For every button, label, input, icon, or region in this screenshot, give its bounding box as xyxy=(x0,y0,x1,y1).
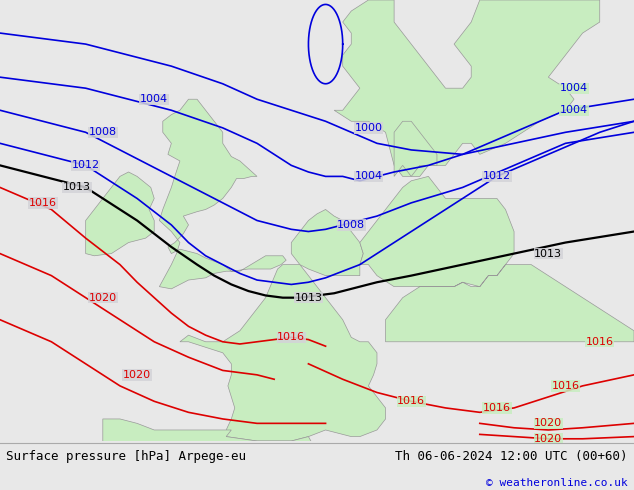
Text: 1016: 1016 xyxy=(483,403,511,413)
Text: 1012: 1012 xyxy=(72,160,100,171)
Text: 1020: 1020 xyxy=(89,293,117,303)
Text: 1013: 1013 xyxy=(294,293,323,303)
Polygon shape xyxy=(291,209,363,275)
Polygon shape xyxy=(94,419,317,490)
Text: 1004: 1004 xyxy=(560,105,588,115)
Text: 1004: 1004 xyxy=(560,83,588,93)
Text: © weatheronline.co.uk: © weatheronline.co.uk xyxy=(486,478,628,488)
Text: 1004: 1004 xyxy=(354,172,382,181)
Polygon shape xyxy=(334,0,600,176)
Polygon shape xyxy=(360,176,634,342)
Text: 1020: 1020 xyxy=(123,370,151,380)
Polygon shape xyxy=(394,121,437,176)
Polygon shape xyxy=(159,99,286,289)
Text: 1008: 1008 xyxy=(337,220,365,230)
Text: 1012: 1012 xyxy=(483,172,511,181)
Text: 1016: 1016 xyxy=(29,198,57,208)
Polygon shape xyxy=(180,265,385,441)
Text: Th 06-06-2024 12:00 UTC (00+60): Th 06-06-2024 12:00 UTC (00+60) xyxy=(395,450,628,463)
Text: 1016: 1016 xyxy=(586,337,614,347)
Text: 1020: 1020 xyxy=(534,434,562,444)
Text: 1016: 1016 xyxy=(277,332,306,343)
Text: 1016: 1016 xyxy=(398,396,425,406)
Text: Surface pressure [hPa] Arpege-eu: Surface pressure [hPa] Arpege-eu xyxy=(6,450,247,463)
Text: 1004: 1004 xyxy=(140,94,168,104)
Text: 1013: 1013 xyxy=(63,182,91,193)
Text: 1020: 1020 xyxy=(534,418,562,428)
Text: 1016: 1016 xyxy=(552,381,579,391)
Text: 1000: 1000 xyxy=(354,123,382,133)
Polygon shape xyxy=(86,172,154,256)
Text: 1013: 1013 xyxy=(534,248,562,259)
Text: 1008: 1008 xyxy=(89,127,117,137)
